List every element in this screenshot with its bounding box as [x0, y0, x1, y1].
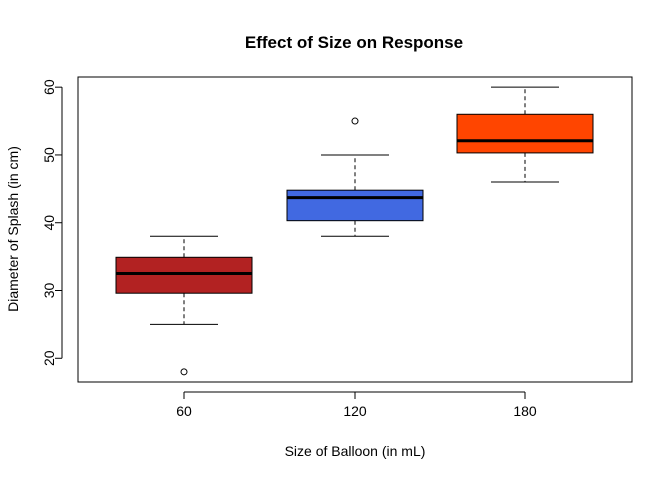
y-axis-label: Diameter of Splash (in cm) — [5, 146, 21, 312]
chart-title: Effect of Size on Response — [245, 33, 463, 52]
x-axis: 60 120 180 — [176, 391, 537, 419]
outlier-point — [180, 368, 188, 376]
box-60 — [115, 256, 253, 294]
box-120 — [286, 189, 424, 222]
y-axis: 20 30 40 50 60 — [41, 79, 63, 366]
x-tick-label: 120 — [343, 403, 367, 419]
x-axis-label: Size of Balloon (in mL) — [285, 443, 426, 459]
y-tick-label: 20 — [41, 350, 57, 366]
box-180 — [456, 113, 594, 154]
y-tick-label: 30 — [41, 283, 57, 299]
plot-frame — [77, 76, 633, 383]
x-tick-label: 180 — [513, 403, 537, 419]
y-tick-label: 40 — [41, 215, 57, 231]
y-tick-label: 60 — [41, 79, 57, 95]
y-tick-label: 50 — [41, 147, 57, 163]
boxes-group — [115, 86, 594, 376]
x-tick-label: 60 — [176, 403, 192, 419]
outlier-point — [351, 117, 359, 125]
